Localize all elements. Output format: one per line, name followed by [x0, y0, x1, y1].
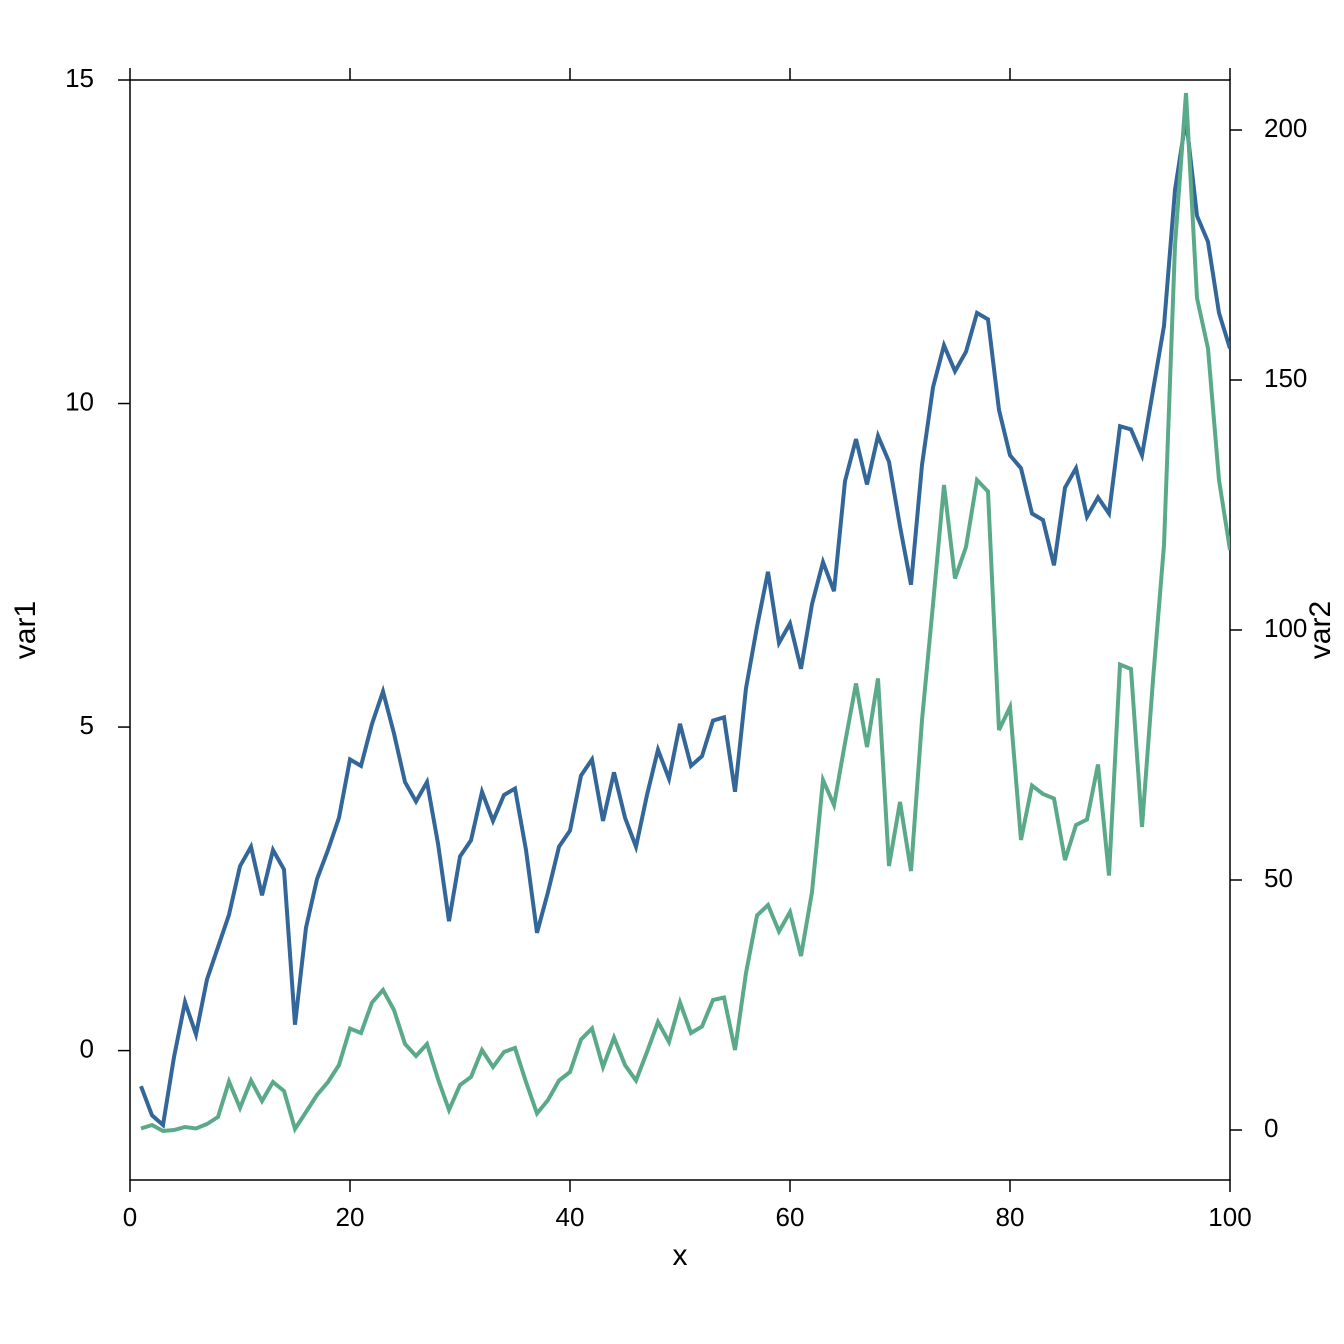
y1-tick-label: 10	[65, 386, 94, 416]
x-tick-label: 40	[556, 1202, 585, 1232]
dual-axis-line-chart: 0 20 40 60 80 100 x 0 5 10 15 var1 0 50 100 150 200 var2	[0, 0, 1344, 1344]
y2-tick-label: 200	[1264, 113, 1307, 143]
x-tick-label: 60	[776, 1202, 805, 1232]
series-var1-line	[141, 119, 1230, 1125]
y2-axis-label: var2	[1304, 601, 1337, 659]
x-tick-label: 80	[996, 1202, 1025, 1232]
x-tick-label: 20	[336, 1202, 365, 1232]
x-tick-label: 100	[1208, 1202, 1251, 1232]
y1-tick-label: 0	[80, 1033, 94, 1063]
series-var2-line	[141, 93, 1230, 1131]
y1-axis-label: var1	[9, 601, 42, 659]
y2-tick-label: 150	[1264, 363, 1307, 393]
x-tick-label: 0	[123, 1202, 137, 1232]
y2-tick-label: 100	[1264, 613, 1307, 643]
chart-container: 0 20 40 60 80 100 x 0 5 10 15 var1 0 50 100 150 200 var2	[0, 0, 1344, 1344]
y2-tick-label: 50	[1264, 863, 1293, 893]
y1-tick-label: 5	[80, 710, 94, 740]
y1-tick-label: 15	[65, 63, 94, 93]
x-axis-label: x	[673, 1239, 688, 1272]
y2-tick-label: 0	[1264, 1113, 1278, 1143]
